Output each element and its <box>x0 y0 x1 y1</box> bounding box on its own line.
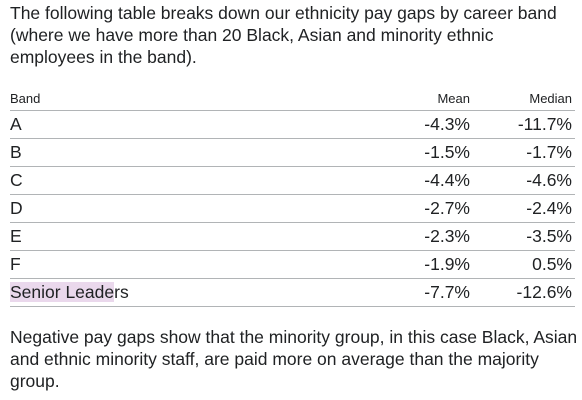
header-band: Band <box>10 86 350 111</box>
table-row: F -1.9% 0.5% <box>10 250 575 279</box>
table-row: B -1.5% -1.7% <box>10 138 575 167</box>
header-mean: Mean <box>350 86 472 111</box>
table-row: D -2.7% -2.4% <box>10 194 575 223</box>
median-cell: -4.6% <box>472 166 575 195</box>
median-cell: -2.4% <box>472 194 575 223</box>
median-cell: 0.5% <box>472 250 575 279</box>
footnote-paragraph: Negative pay gaps show that the minority… <box>10 327 578 391</box>
table-row: Senior Leaders -7.7% -12.6% <box>10 278 575 307</box>
table-row: A -4.3% -11.7% <box>10 110 575 139</box>
median-cell: -1.7% <box>472 138 575 167</box>
mean-cell: -4.3% <box>350 110 472 139</box>
band-cell: C <box>10 166 350 195</box>
pay-gap-table: Band Mean Median A -4.3% -11.7% B -1.5% … <box>10 86 575 307</box>
mean-cell: -1.5% <box>350 138 472 167</box>
mean-cell: -2.7% <box>350 194 472 223</box>
band-cell: F <box>10 250 350 279</box>
median-cell: -3.5% <box>472 222 575 251</box>
band-cell: E <box>10 222 350 251</box>
band-cell: A <box>10 110 350 139</box>
intro-paragraph: The following table breaks down our ethn… <box>10 3 557 67</box>
band-label-rest: rs <box>114 282 129 302</box>
band-cell: B <box>10 138 350 167</box>
header-median: Median <box>472 86 575 111</box>
mean-cell: -4.4% <box>350 166 472 195</box>
mean-cell: -1.9% <box>350 250 472 279</box>
median-cell: -11.7% <box>472 110 575 139</box>
table-row: E -2.3% -3.5% <box>10 222 575 251</box>
text-highlight: Senior Leade <box>10 282 115 302</box>
median-cell: -12.6% <box>472 278 575 307</box>
table-row: C -4.4% -4.6% <box>10 166 575 195</box>
band-cell: D <box>10 194 350 223</box>
mean-cell: -2.3% <box>350 222 472 251</box>
table-header-row: Band Mean Median <box>10 86 575 111</box>
band-cell: Senior Leaders <box>10 278 350 307</box>
mean-cell: -7.7% <box>350 278 472 307</box>
